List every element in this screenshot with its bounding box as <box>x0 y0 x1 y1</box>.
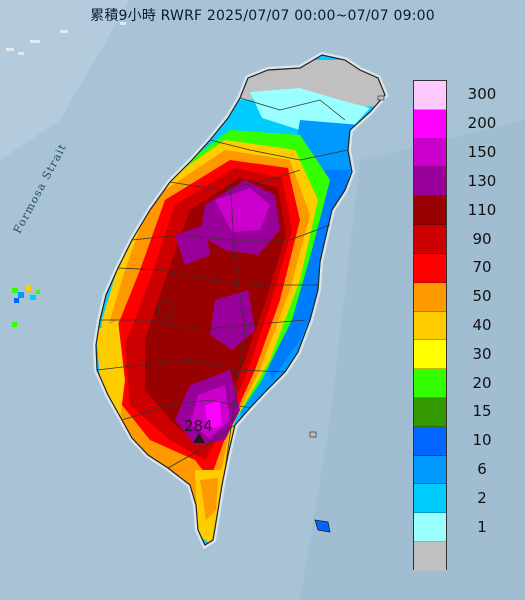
legend-label: 1 <box>477 517 487 536</box>
legend-label: 2 <box>477 488 487 507</box>
legend-swatch <box>414 426 446 456</box>
legend-label: 130 <box>467 171 497 190</box>
legend-label: 40 <box>472 316 492 334</box>
county-boundaries <box>96 97 349 471</box>
legend-label: 10 <box>472 431 492 450</box>
legend-swatch <box>414 196 446 226</box>
legend-swatch <box>414 225 446 254</box>
legend-swatch <box>414 340 446 370</box>
guishan-island <box>377 95 385 101</box>
orchid-island <box>309 431 317 438</box>
legend-label: 90 <box>472 229 492 248</box>
green-island <box>314 519 331 533</box>
legend-label: 15 <box>472 402 492 421</box>
legend-swatch <box>414 484 446 514</box>
legend-label: 70 <box>472 258 492 277</box>
legend-label: 30 <box>472 344 492 363</box>
max-rainfall-value: 284 <box>184 417 213 435</box>
legend-label: 200 <box>467 114 497 133</box>
legend-swatch <box>414 513 446 542</box>
penghu-islands <box>12 285 40 327</box>
legend-swatch <box>414 81 446 110</box>
legend-swatch <box>414 138 446 168</box>
legend-swatch <box>414 369 446 398</box>
map-title: 累積9小時 RWRF 2025/07/07 00:00~07/07 09:00 <box>90 8 435 24</box>
legend-label: 150 <box>467 143 497 162</box>
legend-label: 300 <box>467 85 497 104</box>
legend-swatch <box>414 109 446 139</box>
legend-swatch <box>414 542 446 571</box>
legend-swatch <box>414 253 446 283</box>
legend-label: 20 <box>472 373 492 392</box>
legend-swatch <box>414 455 446 485</box>
legend-label: 110 <box>467 200 497 219</box>
legend-label: 6 <box>477 460 487 479</box>
legend-swatch <box>414 311 446 341</box>
deep-sea-shade <box>300 120 525 600</box>
legend-label: 50 <box>472 287 492 306</box>
rainfall-field <box>96 55 385 545</box>
legend-swatch <box>414 282 446 312</box>
legend-labels: 300 200 150 130 110 90 70 50 40 30 20 15 10 6 2 1 <box>452 80 522 570</box>
max-rainfall-marker <box>193 433 205 443</box>
legend-swatch <box>414 167 446 197</box>
legend-swatch <box>414 397 446 427</box>
cloud-specks <box>6 22 126 55</box>
legend-color-bar <box>413 80 447 571</box>
